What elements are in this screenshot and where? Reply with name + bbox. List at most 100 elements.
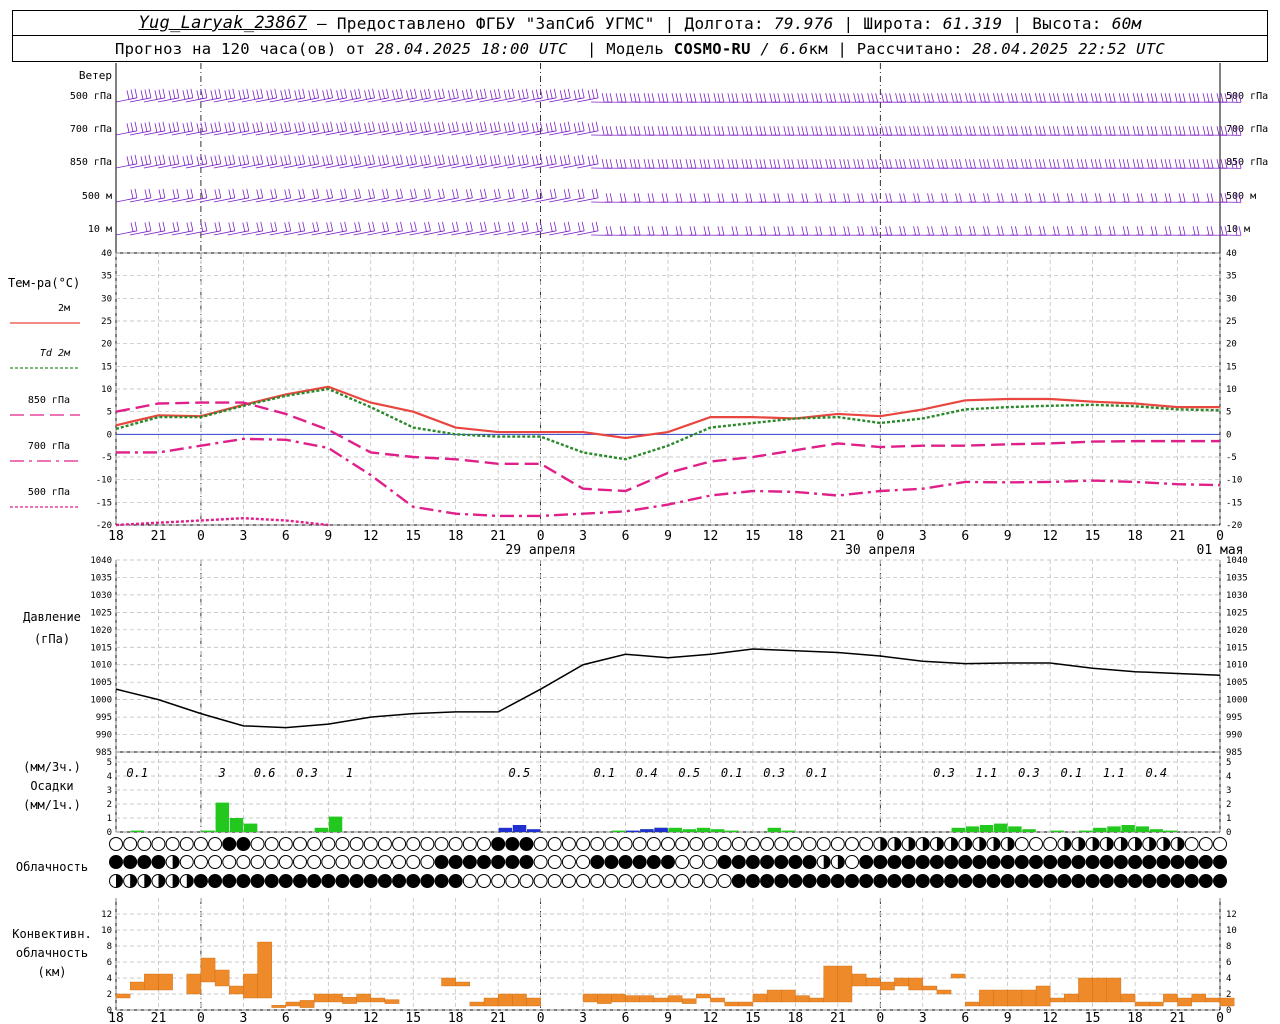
cloud-symbol xyxy=(293,837,307,851)
wind-barb-flag xyxy=(875,193,879,203)
wind-barb xyxy=(143,230,166,236)
wind-barb-flag xyxy=(1192,159,1196,169)
wind-barb-flag xyxy=(647,126,651,136)
wind-barb-flag xyxy=(456,121,459,131)
wind-barb-flag xyxy=(917,159,920,169)
wind-barb-flag xyxy=(1150,126,1154,136)
wind-barb-flag xyxy=(993,93,996,103)
wind-barb-flag xyxy=(493,122,497,132)
temp-xtick: 0 xyxy=(1216,529,1224,544)
temp-ytick-right: 25 xyxy=(1226,317,1237,327)
wind-barb-flag xyxy=(927,226,930,236)
wind-barb-flag xyxy=(931,93,934,103)
wind-barb-flag xyxy=(1220,226,1224,236)
conv-ytick-right: 2 xyxy=(1226,990,1231,1000)
wind-barb-flag xyxy=(434,156,437,166)
wind-barb-flag xyxy=(1234,159,1238,169)
wind-barb-flag xyxy=(190,221,194,231)
wind-barb-flag xyxy=(1140,193,1144,203)
wind-barb-flag xyxy=(881,93,885,103)
wind-barb-flag xyxy=(406,90,409,100)
wind-barb-flag xyxy=(288,154,292,164)
wind-barb-flag xyxy=(955,126,958,136)
temp-xtick: 21 xyxy=(151,529,167,544)
prec-bar-green xyxy=(1050,830,1065,832)
press-ytick-right: 1015 xyxy=(1226,643,1248,653)
wind-barb-flag xyxy=(987,226,990,236)
wind-barb-flag xyxy=(801,193,805,203)
wind-barb-flag xyxy=(643,126,647,136)
wind-barb-flag xyxy=(280,123,284,133)
wind-barb-flag xyxy=(899,193,902,203)
wind-barb-flag xyxy=(511,154,515,164)
wind-barb-flag xyxy=(801,159,805,169)
wind-barb-flag xyxy=(1108,126,1112,136)
wind-barb-flag xyxy=(228,155,232,165)
cloud-symbol xyxy=(576,874,591,888)
wind-barb-flag xyxy=(605,93,609,103)
conv-ytick: 2 xyxy=(107,990,112,1000)
wind-barb-flag xyxy=(721,159,725,169)
cloud-symbol xyxy=(491,855,506,869)
wind-barb-flag xyxy=(665,193,669,203)
prec-3h-label: 0.5 xyxy=(509,766,531,780)
wind-barb-flag xyxy=(899,93,902,103)
wind-barb-flag xyxy=(452,222,455,232)
prec-ytick-right: 5 xyxy=(1226,758,1231,768)
wind-barb-flag xyxy=(609,226,613,236)
cloud-symbol-half xyxy=(1092,837,1100,851)
wind-barb-flag xyxy=(623,193,627,203)
wind-barb-flag xyxy=(462,123,465,133)
wind-barb-flag xyxy=(344,121,348,131)
wind-barb-flag xyxy=(204,121,208,131)
cloud-symbol-half xyxy=(936,837,944,851)
wind-barb-flag xyxy=(312,89,316,99)
wind-barb xyxy=(129,130,152,136)
cloud-symbol xyxy=(1043,837,1058,851)
conv-bar xyxy=(724,1001,739,1007)
prec-3h-label: 0.1 xyxy=(806,766,828,780)
wind-barb xyxy=(199,97,221,103)
wind-barb-flag xyxy=(539,154,543,164)
wind-barb-flag xyxy=(214,189,218,199)
alt-label: | Высота: xyxy=(1012,13,1102,33)
wind-barb-flag xyxy=(382,155,385,165)
provider-text: — Предоставлено ФГБУ "ЗапСиб УГМС" xyxy=(316,13,655,33)
wind-barb-flag xyxy=(1038,126,1042,136)
wind-barb xyxy=(577,163,599,169)
wind-barb-flag xyxy=(1080,126,1084,136)
wind-barb-flag xyxy=(717,126,721,136)
wind-barb-flag xyxy=(959,193,962,203)
temp-xtick: 6 xyxy=(282,529,290,544)
wind-barb-flag xyxy=(535,155,539,165)
wind-barb-flag xyxy=(987,126,990,136)
wind-barb-flag xyxy=(665,93,669,103)
wind-barb-flag xyxy=(288,121,292,131)
wind-barb-flag xyxy=(517,123,521,133)
wind-barb xyxy=(493,97,515,103)
wind-barb-flag xyxy=(186,122,190,132)
wind-barb-flag xyxy=(605,126,609,136)
wind-barb-flag xyxy=(312,222,316,232)
wind-barb-flag xyxy=(326,222,330,232)
conv-bar xyxy=(837,965,853,1003)
wind-barb-flag xyxy=(559,90,563,100)
wind-barb-flag xyxy=(1140,126,1144,136)
conv-ytick: 4 xyxy=(107,974,112,984)
wind-barb-flag xyxy=(679,226,683,236)
wind-barb-flag xyxy=(965,93,968,103)
cloud-symbol xyxy=(661,837,675,851)
wind-barb-flag xyxy=(1122,93,1126,103)
wind-barb-flag xyxy=(1126,226,1130,236)
wind-barb-flag xyxy=(735,226,739,236)
temp-series-4 xyxy=(115,516,329,527)
wind-barb-flag xyxy=(619,93,623,103)
wind-barb xyxy=(549,130,571,136)
wind-barb-flag xyxy=(358,121,361,131)
conv-xtick: 18 xyxy=(448,1011,464,1024)
wind-barb-flag xyxy=(787,126,791,136)
wind-barb-flag xyxy=(647,93,651,103)
wind-barb xyxy=(213,230,235,236)
wind-barb-flag xyxy=(955,193,958,203)
wind-barb-flag xyxy=(1042,159,1046,169)
